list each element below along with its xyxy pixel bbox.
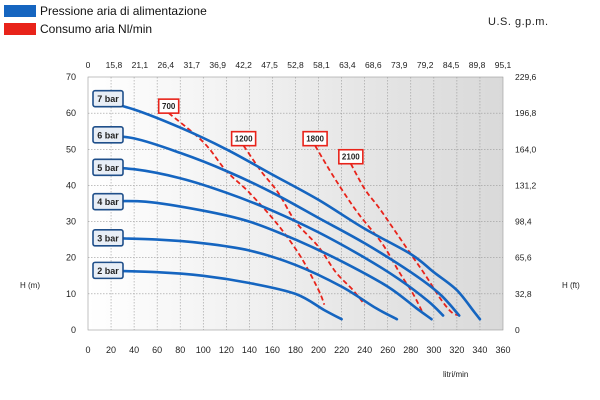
x-tick-label: 300 [426,345,441,355]
x-tick-label: 220 [334,345,349,355]
x2-tick-label: 0 [86,60,91,70]
y-tick-label: 50 [66,144,76,154]
pressure-label-text: 5 bar [97,163,119,173]
x2-tick-label: 47,5 [261,60,278,70]
pressure-curve-4-bar [92,199,433,321]
legend-swatch-consumption [4,23,36,35]
pressure-curve-3-bar [92,236,399,321]
y-tick-label: 60 [66,108,76,118]
consumption-label-text: 1200 [235,135,253,144]
x2-tick-label: 36,9 [209,60,226,70]
legend-label-pressure: Pressione aria di alimentazione [40,4,207,18]
x-tick-label: 100 [196,345,211,355]
y2-tick-label: 196,8 [515,108,537,118]
x-tick-label: 140 [242,345,257,355]
x2-tick-label: 42,2 [235,60,252,70]
pressure-label-box [92,89,124,108]
x-tick-label: 20 [106,345,116,355]
x2-tick-label: 26,4 [158,60,175,70]
pressure-curve-2-bar [92,269,343,321]
x-tick-label: 340 [472,345,487,355]
legend-item-consumption: Consumo aria Nl/min [4,22,152,36]
x-tick-label: 120 [219,345,234,355]
x-tick-label: 180 [288,345,303,355]
x2-tick-label: 21,1 [132,60,149,70]
legend-item-pressure: Pressione aria di alimentazione [4,4,207,18]
pressure-label-text: 7 bar [97,94,119,104]
x-tick-label: 80 [175,345,185,355]
left-axis-unit: H (m) [20,281,40,290]
legend-swatch-pressure [4,5,36,17]
x-tick-label: 280 [403,345,418,355]
pressure-label-text: 6 bar [97,130,119,140]
x-tick-label: 60 [152,345,162,355]
consumption-label-box [157,98,180,114]
pressure-label-text: 2 bar [97,266,119,276]
pressure-curve-5-bar [92,166,445,317]
y2-tick-label: 229,6 [515,72,537,82]
legend-label-consumption: Consumo aria Nl/min [40,22,153,36]
x-tick-label: 200 [311,345,326,355]
y2-tick-label: 65,6 [515,253,532,263]
y-tick-label: 30 [66,217,76,227]
consumption-curve-700 [168,112,326,306]
x2-tick-label: 63,4 [339,60,356,70]
y-tick-label: 40 [66,180,76,190]
y-tick-label: 70 [66,72,76,82]
x2-tick-label: 15,8 [106,60,123,70]
pressure-curve-6-bar [92,133,461,317]
x2-tick-label: 58,1 [313,60,330,70]
x-tick-label: 240 [357,345,372,355]
y2-tick-label: 164,0 [515,144,537,154]
consumption-label-box [338,148,364,165]
y2-tick-label: 98,4 [515,217,532,227]
bottom-axis-title: litri/min [443,370,469,379]
y-tick-label: 0 [71,325,76,335]
pressure-label-box [92,229,124,247]
x2-tick-label: 68,6 [365,60,382,70]
right-axis-unit: H (ft) [562,281,580,290]
pressure-label-box [92,158,124,177]
x2-tick-label: 31,7 [183,60,200,70]
pressure-label-box [92,192,124,211]
pressure-label-box [92,126,124,144]
x2-tick-label: 79,2 [417,60,434,70]
x-tick-label: 260 [380,345,395,355]
x2-tick-label: 73,9 [391,60,408,70]
x-tick-label: 40 [129,345,139,355]
consumption-label-box [230,130,257,147]
y2-tick-label: 131,2 [515,180,537,190]
y2-tick-label: 32,8 [515,289,532,299]
y2-tick-label: 0 [515,325,520,335]
x2-tick-label: 52,8 [287,60,304,70]
pressure-label-text: 3 bar [97,233,119,243]
x2-tick-label: 89,8 [469,60,486,70]
consumption-label-text: 700 [162,102,176,111]
x2-tick-label: 95,1 [495,60,512,70]
consumption-curve-1200 [242,145,366,306]
top-axis-title: U.S. g.p.m. [488,16,549,28]
consumption-label-box [302,130,328,147]
consumption-label-text: 2100 [342,153,360,162]
y-tick-label: 10 [66,289,76,299]
x-tick-label: 160 [265,345,280,355]
pressure-label-text: 4 bar [97,197,119,207]
y-tick-label: 20 [66,253,76,263]
x2-tick-label: 84,5 [443,60,460,70]
pressure-curve-7-bar [92,97,482,321]
x-tick-label: 320 [449,345,464,355]
x-tick-label: 0 [85,345,90,355]
pressure-label-box [92,261,124,280]
x-tick-label: 360 [495,345,510,355]
consumption-label-text: 1800 [306,135,324,144]
consumption-curve-1800 [314,145,424,313]
